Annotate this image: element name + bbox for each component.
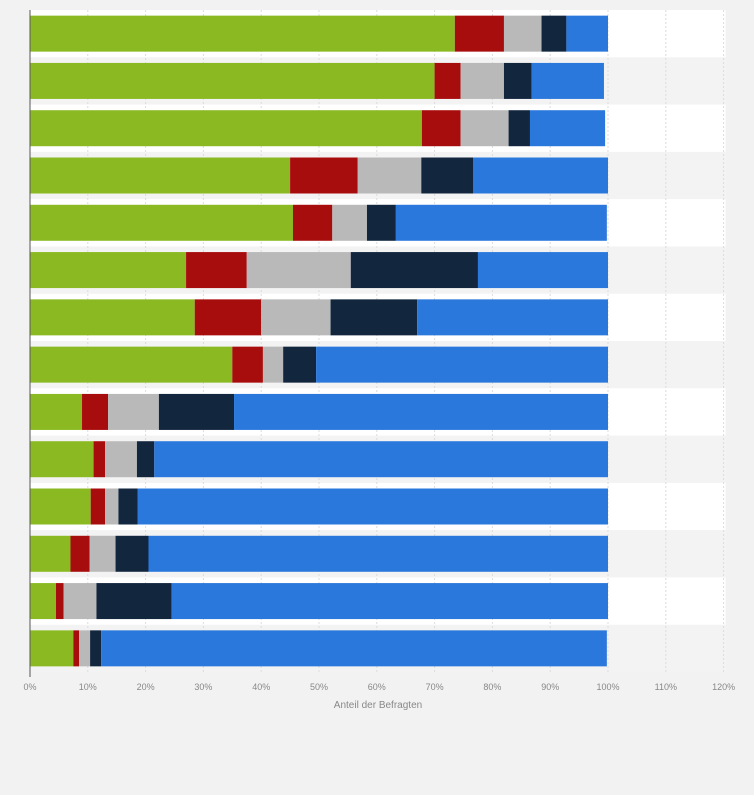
bar-segment-s1 [292,204,333,241]
bar-segment-s3 [350,252,478,289]
bar-segment-s3 [118,488,138,525]
x-tick-label: 30% [194,682,212,692]
bar-segment-s1 [82,393,109,430]
bar-segment-s2 [63,583,97,620]
bar-segment-s2 [262,346,284,383]
bar-segment-s2 [79,630,91,667]
bar-segment-s3 [283,346,317,383]
bar-segment-s0 [30,15,455,52]
bar-segment-s1 [186,252,247,289]
bar-segment-s3 [158,393,235,430]
bar-segment-s2 [105,488,119,525]
bar-segment-s1 [73,630,80,667]
bar-segment-s1 [194,299,262,336]
bar-segment-s1 [454,15,504,52]
x-tick-label: 70% [426,682,444,692]
x-tick-label: 100% [596,682,619,692]
bar-segment-s0 [30,535,71,572]
bar-segment-s0 [30,62,435,99]
bar-segment-s4 [154,441,608,478]
bar-segment-s1 [90,488,106,525]
bar-segment-s2 [503,15,542,52]
bar-segment-s3 [90,630,102,667]
bar-segment-s2 [332,204,367,241]
bar-segment-s1 [421,110,461,147]
x-tick-label: 60% [368,682,386,692]
x-tick-label: 80% [483,682,501,692]
bar-segment-s4 [137,488,608,525]
bar-segment-s4 [395,204,607,241]
bar-segment-s4 [417,299,608,336]
bar-segment-s4 [531,62,604,99]
bar-segment-s2 [357,157,422,194]
x-tick-label: 40% [252,682,270,692]
x-tick-label: 110% [655,682,677,692]
bar-segment-s3 [366,204,396,241]
bar-segment-s0 [30,488,91,525]
bars [30,15,609,667]
x-tick-label: 90% [541,682,559,692]
bar-segment-s3 [503,62,532,99]
bar-segment-s1 [232,346,263,383]
bar-segment-s0 [30,393,83,430]
bar-segment-s3 [508,110,530,147]
bar-segment-s1 [93,441,106,478]
x-tick-label: 20% [137,682,155,692]
x-axis-label: Anteil der Befragten [334,700,422,711]
bar-segment-s4 [529,110,606,147]
x-axis: 0% 10% 20% 30% 40% 50% 60% 70% 80% 90% 100% 110% 120… [23,10,735,692]
bar-segment-s0 [30,630,74,667]
bar-segment-s3 [96,583,172,620]
x-tick-label: 10% [79,682,97,692]
bar-segment-s3 [541,15,567,52]
bar-segment-s0 [30,583,57,620]
bar-segment-s2 [89,535,116,572]
bar-segment-s4 [477,252,608,289]
bar-segment-s4 [171,583,609,620]
bar-segment-s1 [56,583,64,620]
bar-segment-s0 [30,204,293,241]
bar-segment-s0 [30,252,187,289]
bar-segment-s3 [115,535,149,572]
bar-segment-s3 [330,299,418,336]
bar-segment-s2 [105,441,137,478]
x-tick-label: 0% [23,682,36,692]
bar-segment-s1 [70,535,90,572]
x-tick-label: 50% [310,682,328,692]
bar-segment-s4 [473,157,608,194]
bar-segment-s0 [30,299,195,336]
bar-segment-s2 [108,393,159,430]
bar-segment-s4 [101,630,607,667]
bar-segment-s2 [246,252,351,289]
bar-segment-s0 [30,110,422,147]
x-tick-label: 120% [712,682,735,692]
bar-segment-s2 [460,110,509,147]
bar-segment-s3 [421,157,474,194]
bar-segment-s0 [30,157,291,194]
bar-segment-s4 [148,535,609,572]
bar-segment-s0 [30,441,94,478]
bar-segment-s4 [566,15,608,52]
bar-segment-s1 [434,62,461,99]
bar-segment-s3 [136,441,155,478]
bar-segment-s0 [30,346,233,383]
bar-segment-s4 [234,393,608,430]
bar-segment-s2 [261,299,331,336]
bar-segment-s4 [316,346,608,383]
bar-segment-s2 [460,62,504,99]
row-bands [30,10,726,672]
bar-segment-s1 [290,157,358,194]
